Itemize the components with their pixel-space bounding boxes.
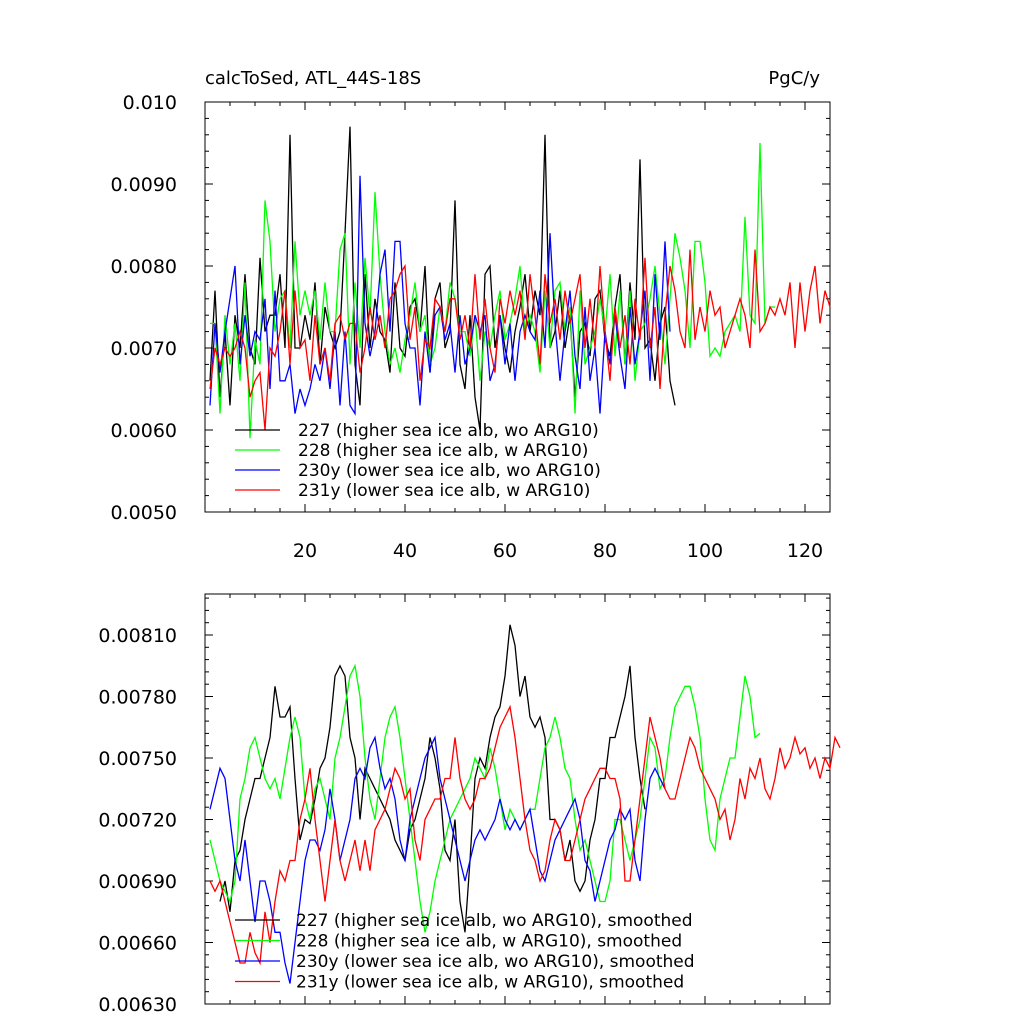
legend-label-228: 228 (higher sea ice alb, w ARG10) — [298, 441, 588, 461]
x-tick-label: 60 — [493, 540, 517, 562]
y-tick-label: 0.0060 — [111, 420, 177, 442]
y-tick-label: 0.0090 — [111, 174, 177, 196]
series-line-231y — [209, 704, 841, 966]
bottom-plot-frame — [204, 593, 831, 1005]
series-line-231y — [209, 249, 831, 431]
y-tick-label: 0.00630 — [98, 994, 177, 1016]
legend-label-231y: 231y (lower sea ice alb, w ARG10) — [298, 481, 590, 501]
y-tick-label: 0.00660 — [98, 933, 177, 955]
series-line-228 — [210, 142, 775, 439]
y-tick-label: 0.00720 — [98, 810, 177, 832]
series-line-227 — [209, 126, 676, 431]
y-tick-label: 0.010 — [123, 92, 177, 114]
y-tick-label: 0.0070 — [111, 338, 177, 360]
y-tick-label: 0.00780 — [98, 687, 177, 709]
legend-label-230y: 230y (lower sea ice alb, wo ARG10) — [298, 461, 601, 481]
y-tick-label: 0.0080 — [111, 256, 177, 278]
y-tick-label: 0.00810 — [98, 625, 177, 647]
x-tick-label: 100 — [687, 540, 723, 562]
top-chart-units: PgC/y — [768, 68, 820, 89]
x-tick-label: 20 — [293, 540, 317, 562]
x-tick-label: 40 — [393, 540, 417, 562]
legend-label-228: 228 (higher sea ice alb, w ARG10), smoot… — [296, 932, 682, 952]
legend-label-231y: 231y (lower sea ice alb, w ARG10), smoot… — [296, 973, 684, 993]
top-chart-panel: calcToSed, ATL_44S-18S PgC/y 0.0050 0.006… — [111, 68, 831, 562]
y-tick-label: 0.0050 — [111, 502, 177, 524]
top-chart-title: calcToSed, ATL_44S-18S — [205, 68, 421, 89]
y-tick-label: 0.00750 — [98, 748, 177, 770]
x-tick-label: 80 — [593, 540, 617, 562]
y-tick-label: 0.00690 — [98, 871, 177, 893]
legend-label-230y: 230y (lower sea ice alb, wo ARG10), smoo… — [296, 952, 695, 972]
x-tick-label: 120 — [787, 540, 823, 562]
series-line-227 — [219, 624, 646, 933]
legend-label-227: 227 (higher sea ice alb, wo ARG10) — [298, 421, 599, 441]
series-line-230y — [209, 735, 666, 984]
legend-label-227: 227 (higher sea ice alb, wo ARG10), smoo… — [296, 911, 693, 931]
bottom-chart-panel: 0.00630 0.00660 0.00690 0.00720 0.00750 0.007… — [98, 593, 841, 1016]
